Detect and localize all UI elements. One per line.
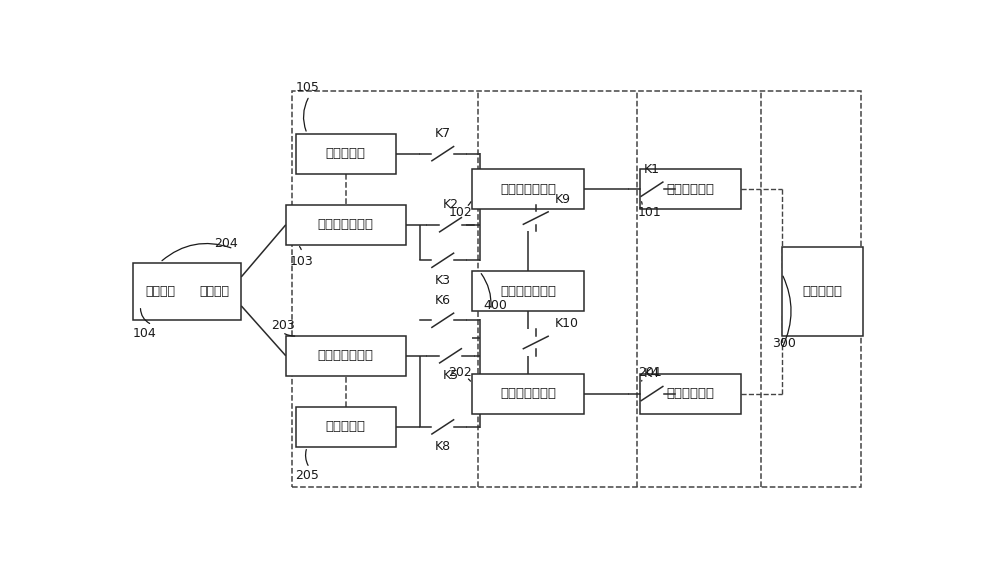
Text: K5: K5 (442, 369, 459, 382)
Text: 第一电机控制器: 第一电机控制器 (318, 218, 374, 231)
Text: K6: K6 (435, 294, 451, 307)
Bar (286, 205, 406, 245)
Text: 105: 105 (296, 81, 319, 95)
Text: 400: 400 (483, 299, 507, 312)
Bar (472, 169, 584, 209)
Text: 第一电机: 第一电机 (145, 285, 175, 298)
Text: 104: 104 (133, 327, 156, 340)
Text: 300: 300 (772, 338, 796, 350)
Text: 205: 205 (296, 469, 319, 482)
Text: K4: K4 (644, 367, 660, 380)
Bar (472, 373, 584, 414)
Text: 第二电辅件: 第二电辅件 (326, 421, 366, 433)
Text: K8: K8 (435, 440, 451, 453)
Text: 201: 201 (638, 366, 662, 379)
Text: 第二电机: 第二电机 (199, 285, 229, 298)
Bar (286, 336, 406, 376)
Text: 第二高压配电柜: 第二高压配电柜 (500, 387, 556, 400)
Text: 第一高压配电柜: 第一高压配电柜 (500, 183, 556, 196)
Text: 第一动力电池: 第一动力电池 (667, 183, 715, 196)
Bar (292, 92, 861, 487)
Bar (133, 263, 241, 320)
Text: 202: 202 (448, 366, 472, 379)
Bar (472, 271, 584, 312)
Text: K7: K7 (435, 128, 451, 140)
Text: 第一电辅件: 第一电辅件 (326, 147, 366, 160)
Text: K2: K2 (442, 198, 458, 211)
Text: K9: K9 (555, 193, 571, 205)
Text: 203: 203 (271, 319, 294, 332)
Bar (296, 134, 396, 174)
Text: K10: K10 (555, 317, 579, 330)
Bar (296, 407, 396, 447)
Bar (782, 247, 863, 336)
Text: 整车控制器: 整车控制器 (802, 285, 842, 298)
Text: K3: K3 (435, 273, 451, 287)
Text: 101: 101 (638, 206, 662, 219)
Text: 第二电机控制器: 第二电机控制器 (318, 349, 374, 362)
Text: 204: 204 (214, 237, 238, 250)
Text: 102: 102 (448, 206, 472, 219)
Text: 103: 103 (290, 254, 314, 268)
Text: K1: K1 (644, 163, 660, 176)
Text: 第二动力电池: 第二动力电池 (667, 387, 715, 400)
Text: 第三高压配电柜: 第三高压配电柜 (500, 285, 556, 298)
Bar (640, 373, 741, 414)
Bar (640, 169, 741, 209)
